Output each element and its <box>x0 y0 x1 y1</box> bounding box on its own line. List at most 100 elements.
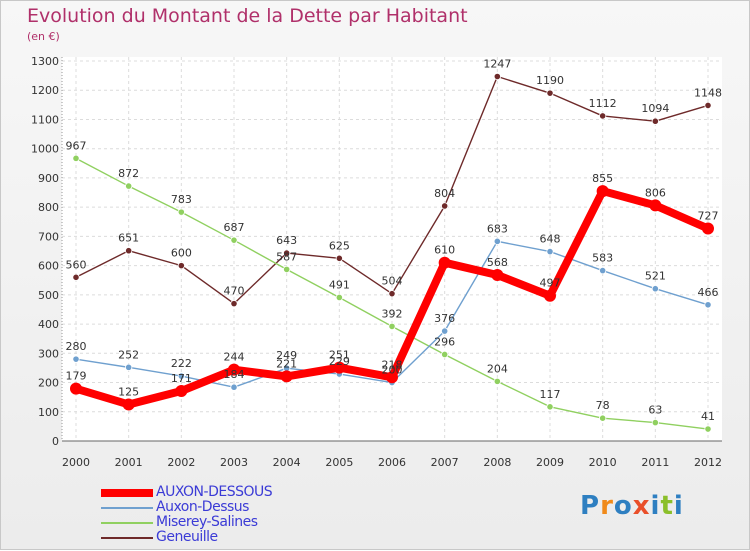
x-tick-label: 2000 <box>62 456 90 469</box>
series-auxon-dessous <box>70 185 714 411</box>
data-point <box>544 289 556 302</box>
data-point <box>441 350 449 359</box>
y-tick-label: 100 <box>38 406 59 419</box>
data-point <box>333 361 346 374</box>
data-point <box>230 300 238 308</box>
data-point <box>702 222 714 235</box>
logo-letter: x <box>632 491 651 521</box>
data-label: 63 <box>648 404 662 417</box>
data-point <box>175 385 188 398</box>
legend-swatch <box>101 537 153 539</box>
data-point <box>651 418 659 427</box>
data-label: 200 <box>382 364 403 377</box>
data-point <box>177 372 185 380</box>
y-tick-label: 1100 <box>31 113 59 126</box>
x-tick-label: 2004 <box>273 456 301 469</box>
data-label: 687 <box>224 221 245 234</box>
data-label: 967 <box>66 139 87 152</box>
legend-swatch <box>101 489 153 497</box>
data-label: 1148 <box>694 86 722 99</box>
logo-letter: P <box>580 491 601 521</box>
data-label: 280 <box>66 340 87 353</box>
data-point <box>125 247 133 255</box>
x-tick-label: 2003 <box>220 456 248 469</box>
x-tick-label: 2001 <box>115 456 143 469</box>
data-label: 1112 <box>589 97 617 110</box>
data-point <box>230 236 238 244</box>
y-tick-label: 300 <box>38 347 59 360</box>
data-label: 587 <box>276 250 297 263</box>
data-label: 568 <box>487 256 508 269</box>
data-label: 651 <box>118 232 139 245</box>
y-tick-label: 800 <box>38 201 59 214</box>
y-tick-label: 1200 <box>31 84 59 97</box>
data-label: 229 <box>329 355 350 368</box>
data-point <box>651 285 659 293</box>
data-point <box>651 117 659 125</box>
data-label: 683 <box>487 222 508 235</box>
data-label: 222 <box>171 357 192 370</box>
data-label: 78 <box>596 399 610 412</box>
data-label: 251 <box>329 349 350 362</box>
data-label: 1190 <box>536 74 564 87</box>
data-label: 625 <box>329 239 350 252</box>
series-geneuille <box>72 72 712 308</box>
data-point <box>72 355 80 363</box>
logo-letter: t <box>660 491 674 521</box>
data-point <box>125 363 133 371</box>
data-label: 872 <box>118 167 139 180</box>
x-tick-label: 2011 <box>641 456 669 469</box>
x-tick-label: 2007 <box>431 456 459 469</box>
data-point <box>546 247 554 256</box>
data-label: 497 <box>540 277 561 290</box>
data-point <box>599 266 607 275</box>
data-point <box>177 262 185 270</box>
data-point <box>704 101 712 110</box>
data-point <box>491 268 504 281</box>
x-tick-label: 2005 <box>325 456 353 469</box>
data-point <box>228 363 240 376</box>
logo-letter: i <box>650 491 661 521</box>
x-tick-label: 2008 <box>483 456 511 469</box>
y-tick-label: 600 <box>38 260 59 273</box>
chart-subtitle: (en €) <box>27 30 60 43</box>
x-tick-label: 2006 <box>378 456 406 469</box>
logo-letter: r <box>600 491 614 521</box>
data-label: 184 <box>224 368 245 381</box>
data-point <box>493 72 501 81</box>
y-tick-label: 700 <box>38 230 59 243</box>
data-point <box>280 370 293 383</box>
data-point <box>125 182 133 190</box>
data-label: 783 <box>171 193 192 206</box>
data-label: 806 <box>645 186 666 199</box>
data-label: 643 <box>276 234 297 247</box>
data-point <box>122 398 135 411</box>
data-label: 560 <box>66 258 87 271</box>
data-label: 466 <box>698 286 719 299</box>
data-point <box>388 290 396 298</box>
data-label: 600 <box>171 247 192 260</box>
data-point <box>704 425 712 433</box>
x-tick-label: 2002 <box>167 456 195 469</box>
legend-label: AUXON-DESSOUS <box>156 484 273 500</box>
data-point <box>283 249 291 257</box>
data-label: 392 <box>382 307 403 320</box>
data-point <box>441 202 449 210</box>
data-point <box>704 301 712 309</box>
data-label: 171 <box>171 372 192 385</box>
data-point <box>72 273 80 281</box>
data-label: 504 <box>382 275 403 288</box>
data-point <box>599 414 607 422</box>
legend-swatch <box>101 507 153 509</box>
y-tick-label: 200 <box>38 377 59 390</box>
data-label: 470 <box>224 285 245 298</box>
y-tick-label: 0 <box>52 435 59 448</box>
data-label: 204 <box>487 362 508 375</box>
data-label: 376 <box>434 312 455 325</box>
data-label: 221 <box>276 357 297 370</box>
series-miserey-salines <box>72 154 712 433</box>
data-label: 117 <box>540 388 561 401</box>
legend-label: Geneuille <box>156 529 218 545</box>
data-label: 179 <box>66 370 87 383</box>
